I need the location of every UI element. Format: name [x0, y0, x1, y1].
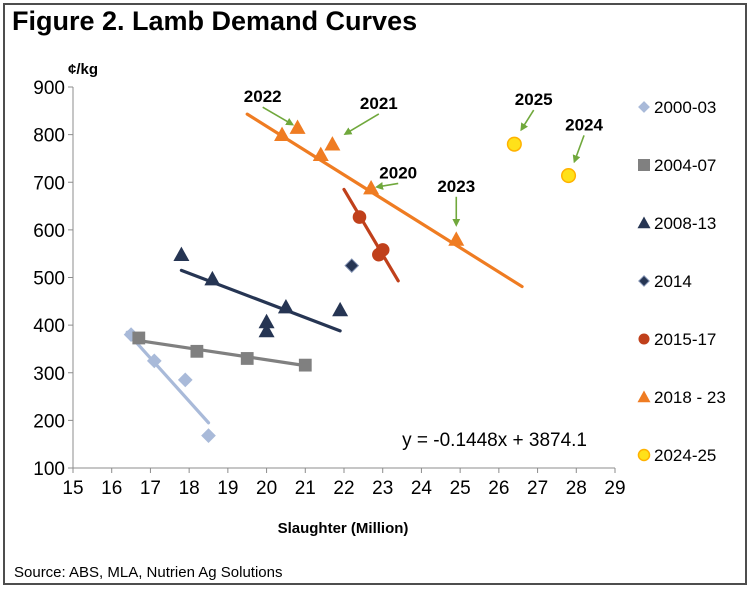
x-tick-label: 15	[62, 478, 83, 499]
data-point	[190, 344, 204, 358]
x-tick-label: 27	[527, 478, 548, 499]
data-point	[146, 353, 162, 369]
annotation-arrow	[343, 113, 380, 135]
chart-legend: 2000-03 2004-07 2008-13 2014 2015-17 2018 - 2…	[637, 98, 726, 465]
x-tick-label: 18	[179, 478, 200, 499]
x-tick-label: 26	[488, 478, 509, 499]
legend-label: 2008-13	[654, 214, 716, 233]
figure-title: Figure 2. Lamb Demand Curves	[12, 6, 418, 36]
x-tick-label: 25	[450, 478, 471, 499]
data-point	[332, 301, 349, 317]
annotation-label: 2021	[360, 94, 398, 113]
legend-label: 2014	[654, 272, 692, 291]
trend-line	[342, 187, 400, 283]
data-point	[506, 136, 522, 152]
x-axis-label: Slaughter (Million)	[278, 520, 409, 537]
data-point	[258, 313, 275, 329]
data-points	[123, 119, 577, 443]
y-tick-label: 800	[33, 126, 65, 147]
y-tick-label: 700	[33, 173, 65, 194]
data-point	[277, 299, 294, 314]
trend-line	[245, 112, 524, 289]
data-point	[298, 358, 312, 372]
data-point	[352, 210, 367, 224]
data-point	[204, 270, 221, 286]
data-point	[363, 179, 380, 195]
legend-label: 2018 - 23	[654, 388, 726, 407]
y-tick-label: 600	[33, 221, 65, 242]
annotations: 2022 2021 2020 2023 2025 2024	[244, 87, 603, 227]
annotation-label: 2024	[565, 115, 603, 134]
data-point	[324, 136, 341, 151]
legend-label: 2015-17	[654, 330, 716, 349]
x-tick-label: 17	[140, 478, 161, 499]
legend-label: 2000-03	[654, 98, 716, 117]
x-tick-label: 28	[566, 478, 587, 499]
x-tick-label: 19	[217, 478, 238, 499]
x-tick-label: 16	[101, 478, 122, 499]
source-note: Source: ABS, MLA, Nutrien Ag Solutions	[14, 564, 283, 581]
x-tick-label: 20	[256, 478, 277, 499]
trend-line	[125, 330, 211, 425]
data-point	[344, 258, 360, 273]
y-tick-label: 200	[33, 411, 65, 432]
legend-marker	[638, 101, 650, 113]
legend-marker	[638, 159, 650, 171]
data-point	[240, 352, 254, 365]
x-tick-label: 29	[604, 478, 625, 499]
annotation-label: 2020	[379, 163, 417, 182]
annotation-label: 2022	[244, 87, 282, 106]
data-point	[274, 126, 291, 142]
data-point	[132, 331, 146, 345]
data-point	[201, 428, 216, 443]
regression-equation: y = -0.1448x + 3874.1	[402, 430, 587, 451]
legend-marker	[638, 275, 650, 287]
annotation-arrow	[262, 106, 295, 126]
data-point	[560, 168, 577, 184]
y-axis-label: ¢/kg	[68, 61, 98, 78]
y-tick-label: 300	[33, 364, 65, 385]
data-point	[312, 146, 329, 162]
x-tick-label: 22	[333, 478, 354, 499]
annotation-arrow	[375, 182, 399, 190]
y-tick-label: 500	[33, 269, 65, 290]
x-tick-label: 21	[295, 478, 316, 499]
annotation-label: 2023	[437, 177, 475, 196]
annotation-arrow	[520, 109, 535, 132]
legend-marker	[637, 448, 651, 462]
legend-label: 2004-07	[654, 156, 716, 175]
data-point	[173, 246, 190, 262]
legend-marker	[638, 333, 650, 345]
legend-label: 2024-25	[654, 446, 716, 465]
data-point	[258, 322, 275, 338]
trend-line	[129, 337, 307, 368]
y-tick-label: 100	[33, 459, 65, 480]
y-tick-label: 900	[33, 78, 65, 99]
data-point	[177, 372, 193, 388]
figure-frame	[3, 3, 747, 585]
x-tick-label: 23	[372, 478, 393, 499]
y-tick-label: 400	[33, 316, 65, 337]
legend-marker	[637, 216, 651, 229]
x-tick-label: 24	[411, 478, 433, 499]
legend-marker	[637, 390, 651, 403]
trend-lines	[125, 112, 524, 425]
trend-line	[179, 268, 342, 333]
data-point	[448, 231, 465, 246]
annotation-arrow	[572, 135, 585, 164]
annotation-label: 2025	[515, 90, 553, 109]
data-point	[372, 247, 386, 262]
data-point	[289, 119, 306, 134]
